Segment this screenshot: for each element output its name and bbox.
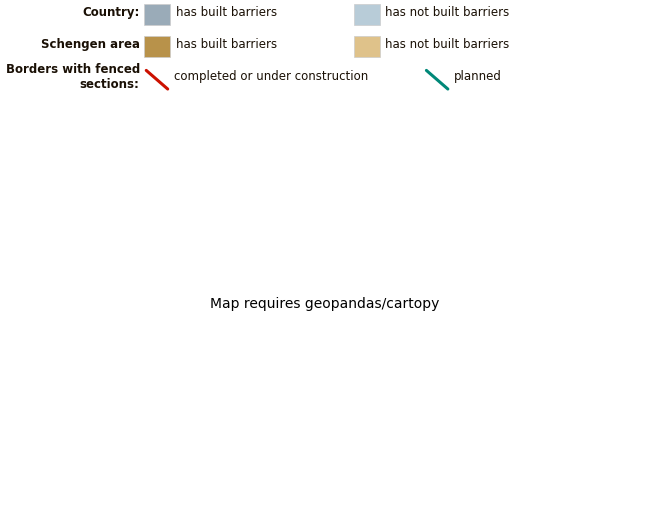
- Bar: [144, 4, 170, 25]
- Bar: [354, 36, 380, 57]
- Text: planned: planned: [454, 70, 502, 83]
- Text: Country:: Country:: [83, 6, 140, 19]
- Text: completed or under construction: completed or under construction: [174, 70, 369, 83]
- Text: Schengen area: Schengen area: [41, 38, 140, 51]
- Text: has not built barriers: has not built barriers: [385, 6, 510, 19]
- Bar: [354, 4, 380, 25]
- Text: Borders with fenced
sections:: Borders with fenced sections:: [5, 63, 140, 90]
- Text: has built barriers: has built barriers: [176, 38, 277, 51]
- Text: has not built barriers: has not built barriers: [385, 38, 510, 51]
- Bar: [144, 36, 170, 57]
- Text: has built barriers: has built barriers: [176, 6, 277, 19]
- Text: Map requires geopandas/cartopy: Map requires geopandas/cartopy: [211, 297, 439, 311]
